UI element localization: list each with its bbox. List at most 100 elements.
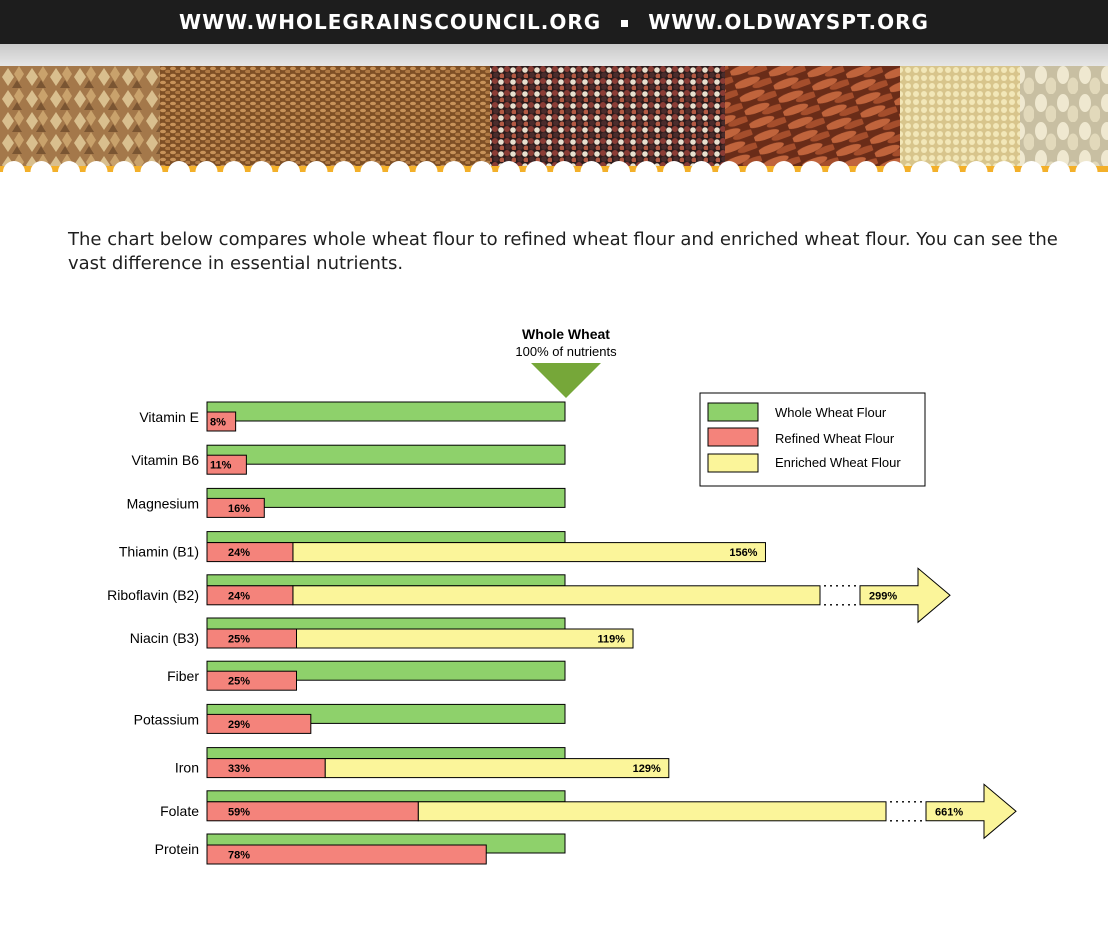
scallop-notch bbox=[663, 161, 685, 172]
refined-value-label: 29% bbox=[228, 719, 250, 731]
scallop-notch bbox=[745, 161, 768, 172]
scallop-notch bbox=[498, 161, 520, 172]
scallop-notch bbox=[388, 161, 410, 172]
bar-enriched-wheat bbox=[417, 801, 887, 822]
refined-value-label: 78% bbox=[228, 850, 250, 862]
scallop-notch bbox=[3, 161, 25, 172]
enriched-value-label: 156% bbox=[729, 547, 757, 559]
scallop-notch bbox=[1075, 161, 1098, 172]
whole-wheat-reference-marker: Whole Wheat 100% of nutrients bbox=[515, 326, 617, 398]
down-triangle-icon bbox=[531, 363, 601, 398]
scallop-notch bbox=[443, 161, 465, 172]
row-fiber: Fiber 25% bbox=[167, 660, 566, 691]
separator-square-icon bbox=[621, 19, 629, 27]
bar-refined-wheat bbox=[206, 844, 487, 865]
scallop-notch bbox=[580, 161, 603, 172]
scallop-notch bbox=[553, 161, 575, 172]
scallop-notch bbox=[113, 161, 135, 172]
scallop-notch bbox=[965, 161, 988, 172]
refined-value-label: 25% bbox=[228, 676, 250, 688]
scallop-notch bbox=[883, 161, 905, 172]
scallop-notch bbox=[938, 161, 960, 172]
category-label: Iron bbox=[175, 760, 199, 776]
refined-value-label: 8% bbox=[210, 417, 226, 429]
bar-enriched-wheat bbox=[296, 628, 634, 649]
scallop-notch bbox=[195, 161, 218, 172]
category-label: Potassium bbox=[134, 711, 199, 727]
bar-refined-wheat bbox=[206, 758, 326, 779]
scallop-notch bbox=[773, 161, 795, 172]
scallop-notch bbox=[470, 161, 493, 172]
bar-whole-wheat bbox=[206, 444, 566, 465]
wholegrains-council-url[interactable]: WWW.WHOLEGRAINSCOUNCIL.ORG bbox=[179, 10, 602, 34]
bar-whole-wheat bbox=[206, 747, 566, 760]
bar-refined-wheat bbox=[206, 497, 265, 518]
scallop-notch bbox=[718, 161, 740, 172]
refined-value-label: 33% bbox=[228, 763, 250, 775]
scallop-notch bbox=[250, 161, 273, 172]
wheat-berries-icon bbox=[160, 66, 490, 172]
scallop-notch bbox=[993, 161, 1015, 172]
right-arrow-icon bbox=[859, 567, 951, 624]
quinoa-mix-icon bbox=[490, 66, 725, 172]
bar-refined-wheat bbox=[206, 411, 237, 432]
scallop-notch bbox=[855, 161, 878, 172]
reference-subtitle: 100% of nutrients bbox=[515, 344, 617, 359]
bar-whole-wheat bbox=[206, 574, 566, 587]
category-label: Magnesium bbox=[127, 495, 199, 511]
refined-value-label: 24% bbox=[228, 547, 250, 559]
category-label: Thiamin (B1) bbox=[119, 544, 199, 560]
bar-whole-wheat bbox=[206, 790, 566, 803]
row-folate: Folate 661% 59% bbox=[160, 783, 1017, 840]
scallop-notch bbox=[608, 161, 630, 172]
scallop-notch bbox=[278, 161, 300, 172]
bar-enriched-wheat bbox=[292, 585, 821, 606]
bar-refined-wheat bbox=[206, 454, 247, 475]
nutrient-comparison-chart: Whole Wheat 100% of nutrients Vitamin E 8… bbox=[107, 326, 1017, 865]
category-label: Vitamin E bbox=[139, 409, 199, 425]
millet-icon bbox=[900, 66, 1020, 172]
refined-value-label: 25% bbox=[228, 634, 250, 646]
legend-swatch-refined bbox=[707, 427, 759, 447]
bar-refined-wheat bbox=[206, 542, 294, 563]
enriched-value-label: 661% bbox=[935, 806, 963, 818]
bar-whole-wheat bbox=[206, 401, 566, 422]
refined-value-label: 59% bbox=[228, 806, 250, 818]
enriched-value-label: 299% bbox=[869, 590, 897, 602]
bar-refined-wheat bbox=[206, 670, 297, 691]
row-protein: Protein 78% bbox=[155, 833, 566, 865]
row-vitamin-b6: Vitamin B6 11% bbox=[132, 444, 566, 475]
legend-label-enriched: Enriched Wheat Flour bbox=[775, 455, 901, 470]
chart-legend: Whole Wheat Flour Refined Wheat Flour En… bbox=[699, 392, 926, 487]
scallop-notch bbox=[360, 161, 383, 172]
header-shadow-strip bbox=[0, 44, 1108, 66]
category-label: Niacin (B3) bbox=[130, 630, 199, 646]
scallop-notch bbox=[85, 161, 108, 172]
red-rice-icon bbox=[725, 66, 900, 172]
barley-icon bbox=[1020, 66, 1108, 172]
bar-refined-wheat bbox=[206, 585, 294, 606]
bar-enriched-wheat bbox=[324, 758, 670, 779]
row-vitamin-e: Vitamin E 8% bbox=[139, 401, 566, 432]
category-label: Vitamin B6 bbox=[132, 452, 200, 468]
scallop-notch bbox=[223, 161, 245, 172]
refined-value-label: 11% bbox=[210, 460, 232, 472]
grains-banner bbox=[0, 66, 1108, 172]
enriched-value-label: 129% bbox=[633, 763, 661, 775]
scallop-notch bbox=[58, 161, 80, 172]
scallop-notch bbox=[690, 161, 713, 172]
row-thiamin-b1: Thiamin (B1) 156% 24% bbox=[119, 531, 766, 563]
bar-refined-wheat bbox=[206, 801, 419, 822]
row-magnesium: Magnesium 16% bbox=[127, 487, 566, 518]
scallop-notch bbox=[800, 161, 823, 172]
legend-label-whole: Whole Wheat Flour bbox=[775, 405, 887, 420]
scallop-notch bbox=[168, 161, 190, 172]
bar-enriched-wheat bbox=[292, 542, 766, 563]
oldways-url[interactable]: WWW.OLDWAYSPT.ORG bbox=[648, 10, 929, 34]
scallop-notch bbox=[305, 161, 328, 172]
row-niacin-b3: Niacin (B3) 119% 25% bbox=[130, 617, 634, 649]
legend-swatch-enriched bbox=[707, 453, 759, 473]
buckwheat-grains-icon bbox=[0, 66, 160, 172]
row-riboflavin-b2: Riboflavin (B2) 299% 24% bbox=[107, 567, 951, 624]
scallop-notch bbox=[1020, 161, 1043, 172]
